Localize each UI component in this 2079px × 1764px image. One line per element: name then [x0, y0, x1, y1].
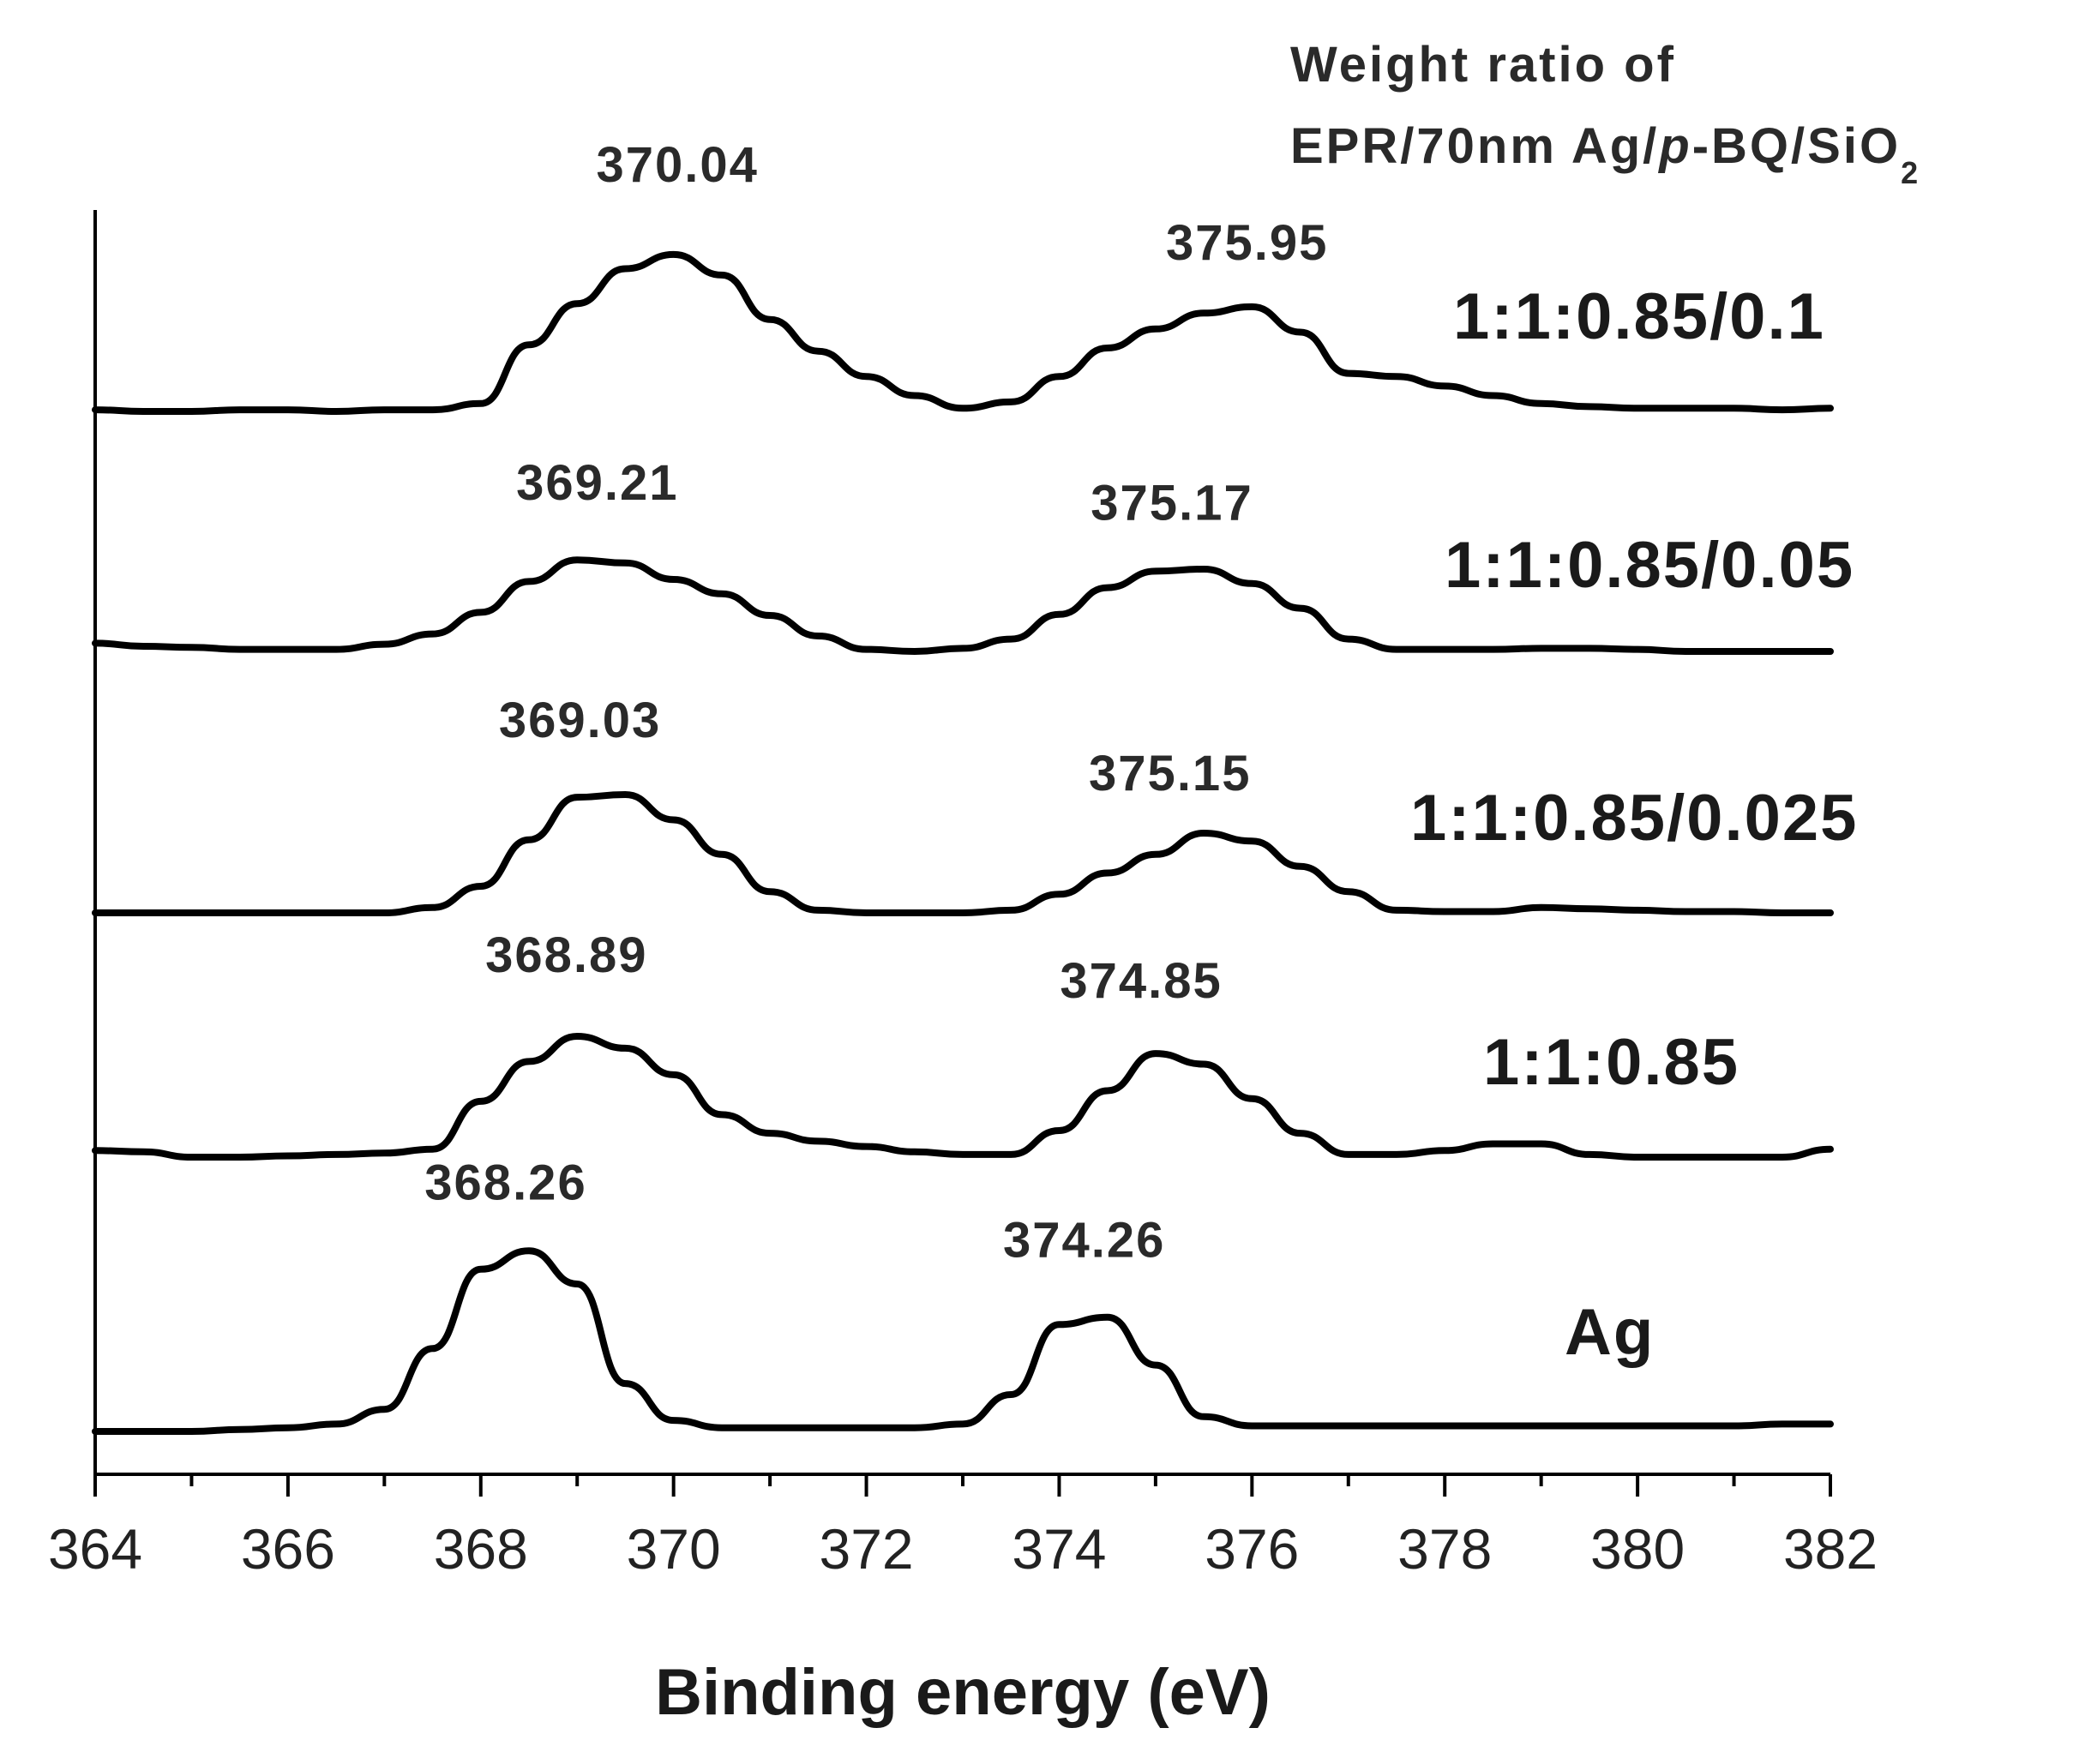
- legend-title-suffix: -BQ/SiO: [1692, 118, 1901, 174]
- peak-label-4-1: 368.89: [485, 927, 647, 983]
- peak-label-3-2: 375.15: [1089, 746, 1251, 801]
- x-tick-label-382: 382: [1783, 1517, 1878, 1581]
- series-label-3: 1:1:0.85/0.025: [1410, 782, 1858, 855]
- peak-label-2-1: 369.21: [516, 455, 678, 511]
- legend-title: Weight ratio of EPR/70nm Ag/p-BQ/SiO2: [1290, 37, 1920, 190]
- x-tick-label-376: 376: [1205, 1517, 1299, 1581]
- peak-label-1-2: 375.95: [1166, 215, 1328, 271]
- series-line-2: [92, 556, 1834, 656]
- peak-label-2-2: 375.17: [1091, 475, 1253, 531]
- peak-label-5-2: 374.26: [1003, 1213, 1165, 1269]
- peak-label-1-1: 370.04: [596, 137, 758, 193]
- legend-title-prefix: EPR/70nm Ag/: [1290, 118, 1659, 174]
- peak-labels: 370.04 375.95 369.21 375.17 369.03 375.15 368.…: [424, 137, 1328, 1269]
- x-tick-label-370: 370: [627, 1517, 721, 1581]
- series-label-2: 1:1:0.85/0.05: [1445, 529, 1854, 602]
- legend-title-line-2: EPR/70nm Ag/p-BQ/SiO2: [1290, 118, 1920, 190]
- x-tick-label-378: 378: [1397, 1517, 1492, 1581]
- series-label-4: 1:1:0.85: [1483, 1026, 1740, 1099]
- series-label-1: 1:1:0.85/0.1: [1453, 280, 1825, 353]
- series-labels: 1:1:0.85/0.1 1:1:0.85/0.05 1:1:0.85/0.025 1…: [1410, 280, 1858, 1369]
- x-axis-title: Binding energy (eV): [655, 1656, 1271, 1729]
- series-line-3: [92, 791, 1834, 916]
- series-group: [92, 250, 1834, 1436]
- x-ticks: [93, 1474, 1832, 1497]
- x-tick-label-372: 372: [819, 1517, 913, 1581]
- series-line-1: [92, 250, 1834, 415]
- x-tick-label-374: 374: [1012, 1517, 1106, 1581]
- x-tick-label-366: 366: [241, 1517, 335, 1581]
- x-tick-label-364: 364: [48, 1517, 142, 1581]
- series-line-4: [92, 1033, 1834, 1161]
- legend-title-italic: p: [1657, 118, 1691, 174]
- x-tick-label-380: 380: [1590, 1517, 1685, 1581]
- x-tick-label-368: 368: [434, 1517, 528, 1581]
- series-line-5: [92, 1247, 1834, 1436]
- peak-label-3-1: 369.03: [499, 693, 661, 748]
- legend-title-subscript: 2: [1901, 155, 1920, 190]
- x-tick-labels: 364 366 368 370 372 374 376 378 380 382: [48, 1517, 1878, 1581]
- axes: 364 366 368 370 372 374 376 378 380 382: [48, 210, 1878, 1581]
- peak-label-4-2: 374.85: [1060, 953, 1222, 1009]
- series-label-5: Ag: [1565, 1296, 1655, 1369]
- peak-label-5-1: 368.26: [424, 1155, 586, 1210]
- legend-title-line-1: Weight ratio of: [1290, 37, 1676, 93]
